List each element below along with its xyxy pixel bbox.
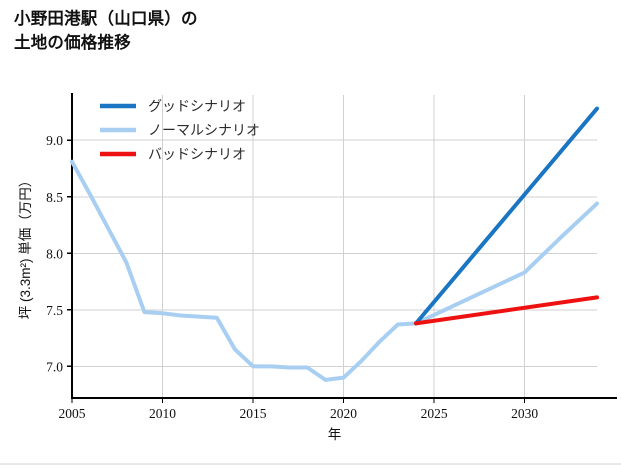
series-line-good [413,106,599,326]
axes-group [67,93,617,403]
y-tick-label: 8.5 [46,190,63,205]
y-axis-title: 坪 (3.3m²) 単価（万円） [18,174,33,320]
legend-label-normal: ノーマルシナリオ [148,124,260,139]
series-line-bad [413,295,599,326]
x-tick-label: 2030 [511,406,538,421]
x-tick-label: 2005 [59,406,86,421]
y-tick-label: 9.0 [46,133,63,148]
page-title: 小野田港駅（山口県）の 土地の価格推移 [14,10,198,52]
series-group [70,106,599,382]
x-tick-label: 2015 [240,406,267,421]
gridlines-group [71,95,597,398]
y-tick-label: 8.0 [46,246,63,261]
tick-labels-group: 7.0 7.5 8.0 8.5 9.0 2005 2010 2015 2020 2025 2030 [46,133,538,421]
series-line-normal [70,159,599,382]
legend-label-bad: バッドシナリオ [148,148,246,163]
bottom-divider [0,463,621,465]
x-tick-label: 2010 [149,406,176,421]
legend-label-good: グッドシナリオ [148,99,246,115]
y-tick-label: 7.5 [46,303,63,318]
x-axis-title: 年 [328,427,342,442]
x-tick-label: 2020 [330,406,357,421]
y-tick-label: 7.0 [46,359,63,374]
x-tick-label: 2025 [421,406,448,421]
axis-titles-group: 年 坪 (3.3m²) 単価（万円） [18,174,341,442]
